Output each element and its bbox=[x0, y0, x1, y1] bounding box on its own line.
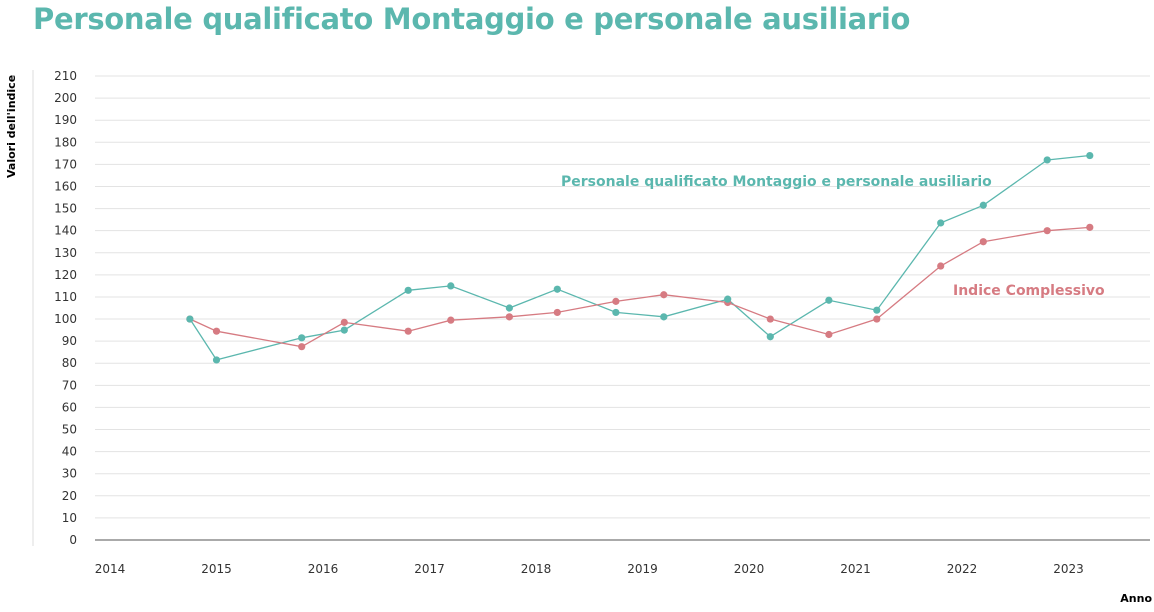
data-point-s0-11 bbox=[766, 333, 774, 341]
series-label-indice: Indice Complessivo bbox=[953, 283, 1105, 299]
data-point-s1-12 bbox=[825, 330, 833, 339]
y-tick-label-20: 20 bbox=[62, 489, 77, 503]
y-tick-label-10: 10 bbox=[62, 511, 77, 525]
chart-title: Personale qualificato Montaggio e person… bbox=[33, 2, 911, 36]
y-tick-label-110: 110 bbox=[54, 290, 77, 304]
data-point-s0-0 bbox=[186, 315, 194, 323]
x-tick-label-2020: 2020 bbox=[734, 562, 765, 576]
y-tick-label-160: 160 bbox=[54, 179, 77, 193]
data-point-s0-17 bbox=[1086, 151, 1094, 160]
data-point-s0-4 bbox=[404, 286, 412, 294]
y-tick-label-100: 100 bbox=[54, 312, 77, 326]
data-point-s0-10 bbox=[724, 295, 732, 303]
data-point-s1-7 bbox=[553, 308, 561, 317]
data-point-s1-13 bbox=[873, 315, 881, 323]
data-point-s1-15 bbox=[979, 238, 987, 246]
data-point-s1-11 bbox=[766, 315, 774, 323]
data-point-s1-2 bbox=[298, 343, 306, 351]
data-point-s1-17 bbox=[1086, 223, 1094, 231]
axes bbox=[32, 70, 1150, 546]
y-tick-label-50: 50 bbox=[62, 423, 77, 437]
y-tick-label-130: 130 bbox=[54, 246, 77, 260]
data-point-s1-6 bbox=[505, 313, 513, 321]
data-point-s0-5 bbox=[447, 282, 455, 290]
y-axis-title: Valori dell'indice bbox=[5, 75, 18, 178]
y-tick-label-200: 200 bbox=[54, 91, 77, 105]
x-tick-label-2021: 2021 bbox=[840, 562, 871, 576]
y-tick-label-90: 90 bbox=[62, 334, 77, 348]
data-point-s0-13 bbox=[873, 306, 881, 314]
y-tick-label-120: 120 bbox=[54, 268, 77, 282]
data-point-s1-14 bbox=[937, 262, 945, 270]
y-tick-label-190: 190 bbox=[54, 113, 77, 127]
x-tick-labels: 2014 2015 2016 2017 2018 2019 2020 2021 2022 2023 bbox=[95, 562, 1084, 576]
data-point-s0-15 bbox=[979, 201, 987, 209]
data-point-s1-3 bbox=[340, 318, 348, 326]
x-tick-label-2019: 2019 bbox=[627, 562, 658, 576]
series-lines bbox=[189, 154, 1090, 361]
data-point-s0-16 bbox=[1043, 156, 1051, 164]
data-point-s0-6 bbox=[505, 304, 513, 312]
y-tick-label-80: 80 bbox=[62, 356, 77, 370]
y-tick-label-180: 180 bbox=[54, 135, 77, 149]
y-tick-label-140: 140 bbox=[54, 224, 77, 238]
x-tick-label-2017: 2017 bbox=[414, 562, 445, 576]
y-tick-label-210: 210 bbox=[54, 69, 77, 83]
data-point-s1-9 bbox=[660, 291, 668, 299]
y-tick-label-70: 70 bbox=[62, 378, 77, 392]
y-tick-label-40: 40 bbox=[62, 445, 77, 459]
data-point-s0-1 bbox=[212, 356, 221, 364]
y-tick-label-30: 30 bbox=[62, 467, 77, 481]
x-axis-title: Anno bbox=[1120, 592, 1152, 605]
y-tick-label-170: 170 bbox=[54, 157, 77, 171]
x-tick-label-2023: 2023 bbox=[1053, 562, 1084, 576]
data-point-s1-1 bbox=[212, 327, 221, 335]
y-tick-label-150: 150 bbox=[54, 202, 77, 216]
x-tick-label-2015: 2015 bbox=[201, 562, 232, 576]
x-tick-label-2018: 2018 bbox=[521, 562, 552, 576]
series-line-0 bbox=[189, 154, 1090, 361]
data-point-s0-12 bbox=[825, 296, 833, 304]
data-point-s0-9 bbox=[660, 313, 668, 321]
y-tick-labels: 0 10 20 30 40 50 60 70 80 90 100 110 120 130 140 150 160… bbox=[54, 69, 77, 547]
data-point-s0-7 bbox=[553, 285, 561, 293]
y-tick-label-0: 0 bbox=[69, 533, 77, 547]
data-point-s0-3 bbox=[340, 326, 348, 334]
data-point-s1-4 bbox=[404, 327, 412, 335]
data-point-s1-5 bbox=[447, 316, 455, 324]
data-point-s1-8 bbox=[612, 297, 620, 305]
series-points bbox=[186, 151, 1094, 364]
data-point-s0-2 bbox=[298, 334, 306, 342]
series-label-personale: Personale qualificato Montaggio e person… bbox=[561, 174, 992, 190]
y-tick-label-60: 60 bbox=[62, 400, 77, 414]
data-point-s0-14 bbox=[937, 219, 945, 227]
data-point-s1-16 bbox=[1043, 227, 1051, 235]
data-point-s0-8 bbox=[612, 308, 620, 317]
series-line-1 bbox=[189, 226, 1090, 348]
x-tick-label-2016: 2016 bbox=[308, 562, 339, 576]
x-tick-label-2014: 2014 bbox=[95, 562, 126, 576]
x-tick-label-2022: 2022 bbox=[947, 562, 978, 576]
